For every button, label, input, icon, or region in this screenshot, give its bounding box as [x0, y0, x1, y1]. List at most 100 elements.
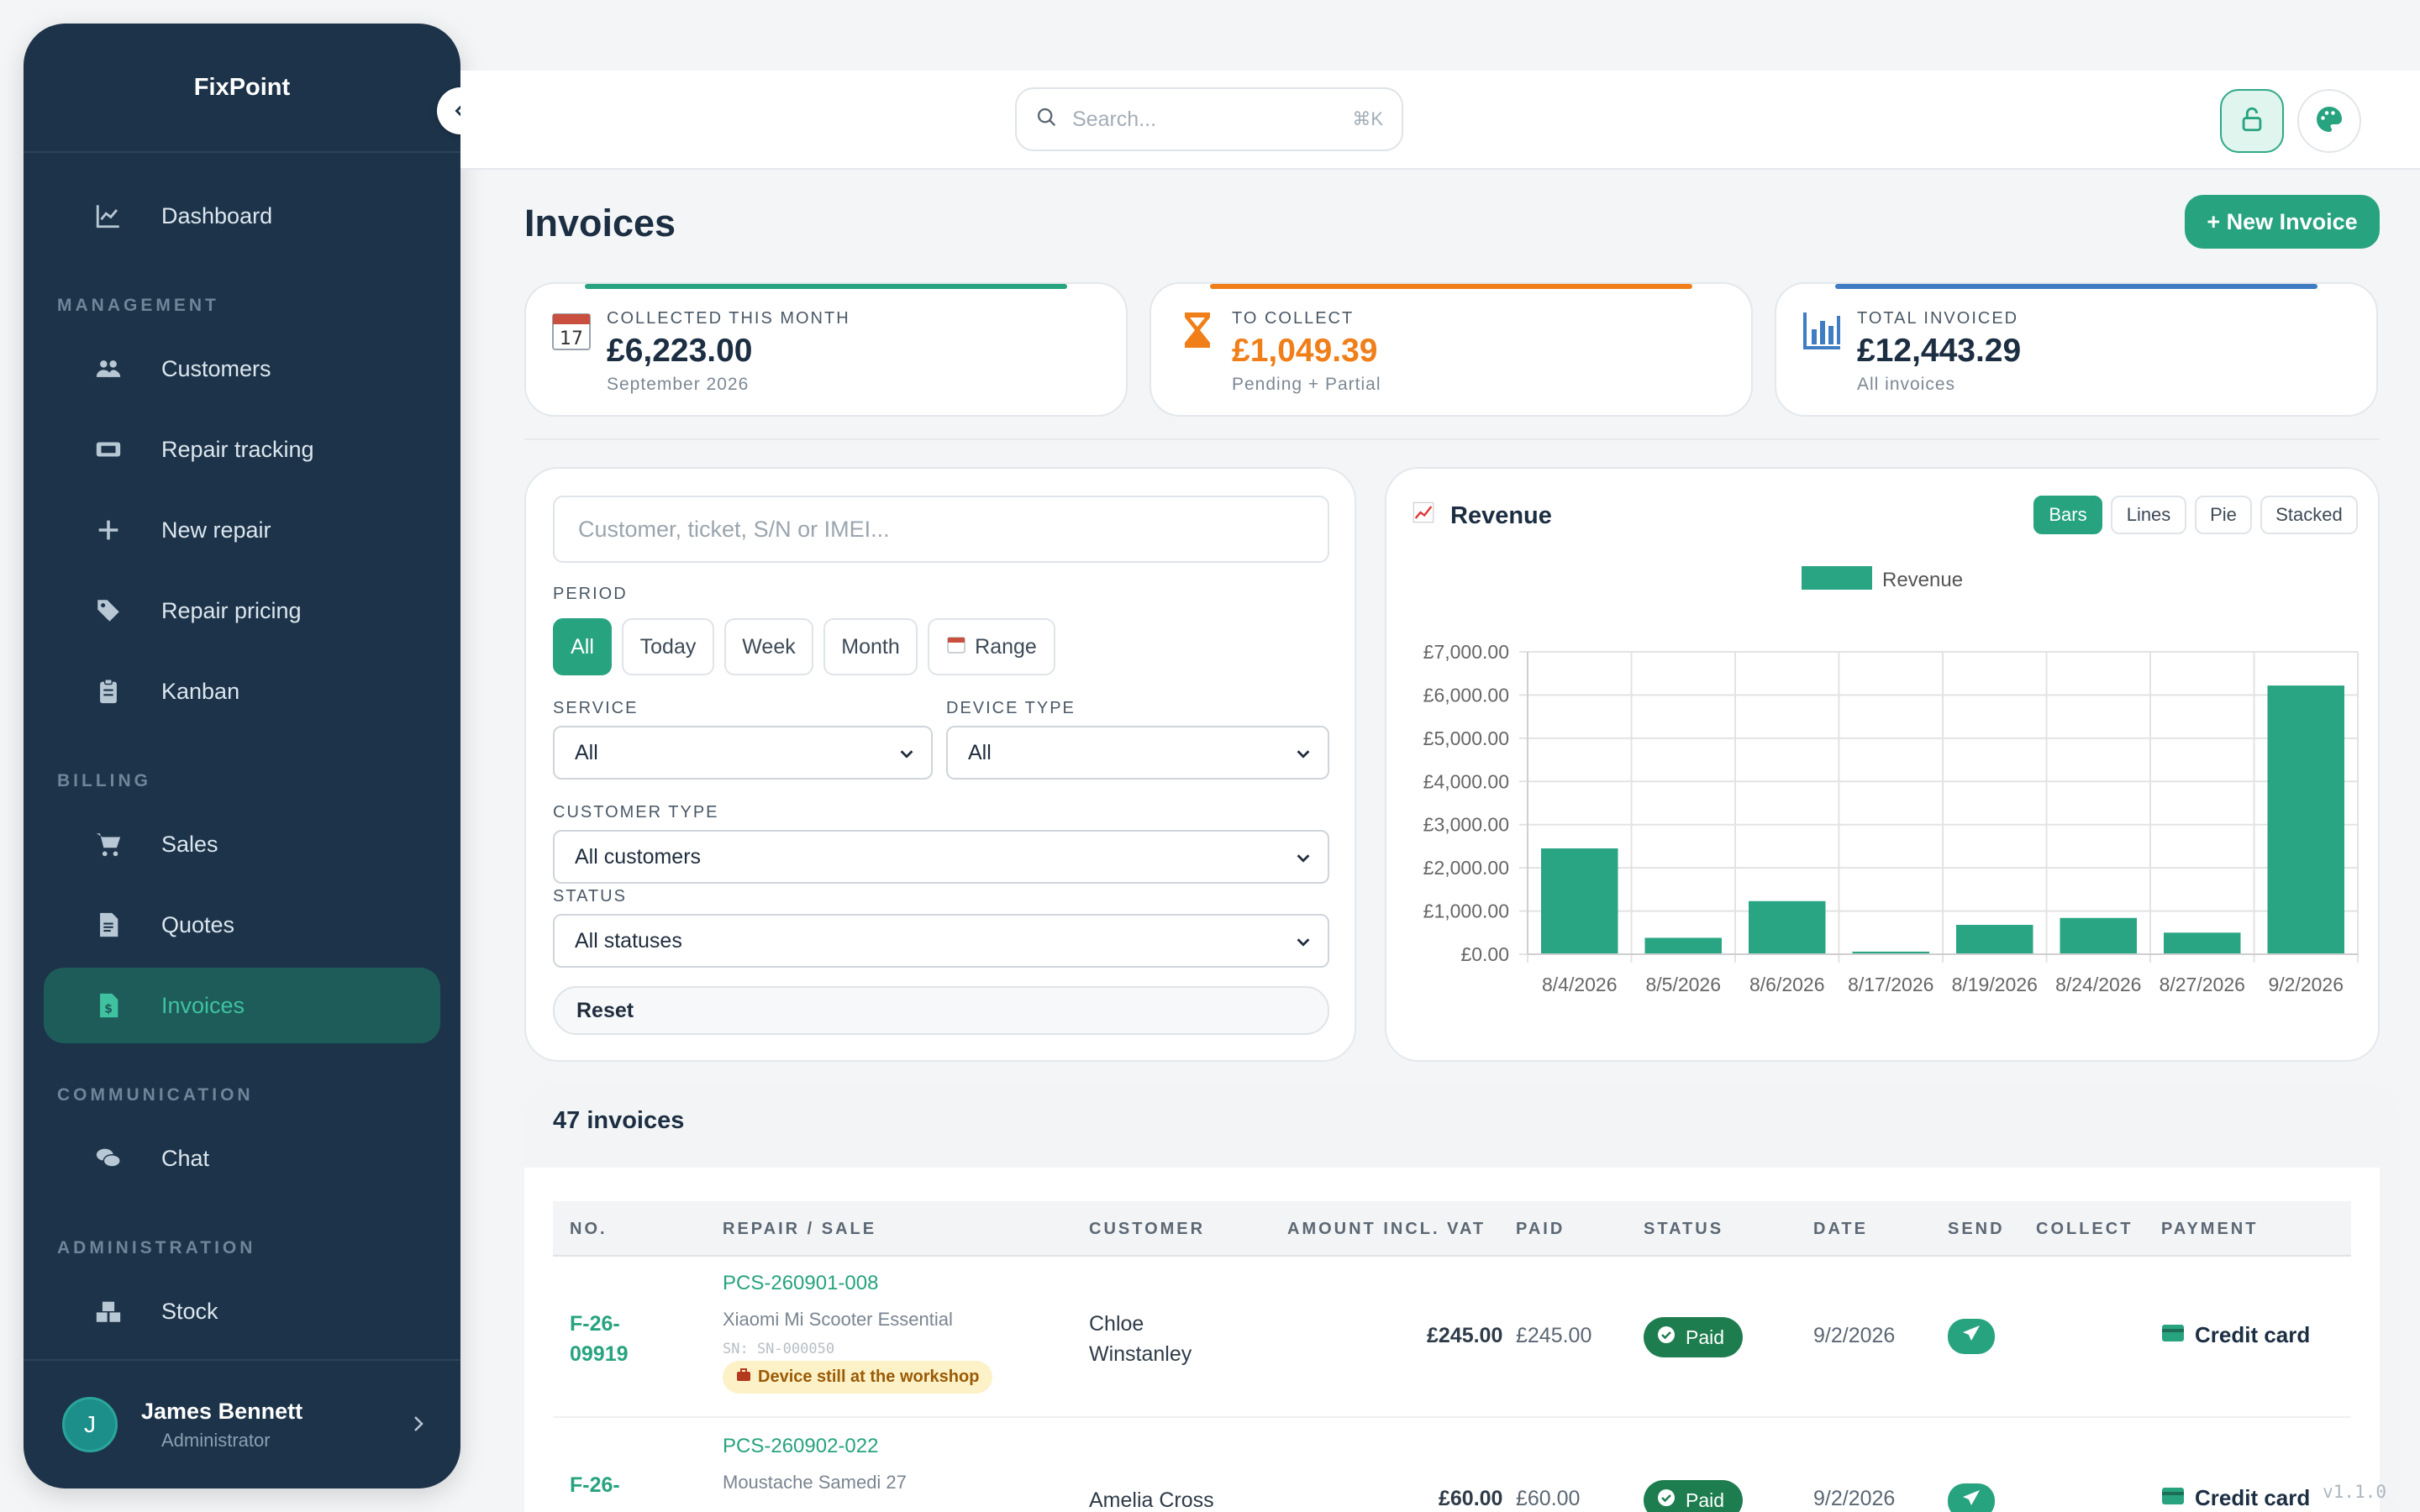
- svg-text:$: $: [104, 1003, 113, 1016]
- device-type-value: All: [968, 740, 992, 764]
- period-week[interactable]: Week: [724, 618, 813, 675]
- bar: [2164, 932, 2241, 954]
- x-tick-label: 8/24/2026: [2055, 974, 2141, 995]
- service-select[interactable]: All: [553, 726, 933, 780]
- stat-sub: Pending + Partial: [1232, 375, 1381, 394]
- user-profile[interactable]: J James Bennett Administrator: [24, 1359, 460, 1488]
- ticket-link[interactable]: PCS-260902-022: [723, 1435, 879, 1457]
- revenue-chart: Revenue £0.00 £1,000.00 £2,000.00 £3,000.00 £…: [1423, 566, 2359, 995]
- sidebar-item-invoices[interactable]: $ Invoices: [44, 968, 440, 1043]
- table-row[interactable]: F-26- PCS-260902-022 Moustache Samedi 27…: [553, 1420, 2351, 1512]
- chevron-down-icon: [1294, 932, 1313, 957]
- calendar-day: 17: [560, 328, 583, 349]
- status-select[interactable]: All statuses: [553, 914, 1329, 968]
- bar: [1644, 937, 1722, 954]
- sidebar-item-sales[interactable]: Sales: [44, 806, 440, 882]
- y-tick-label: £1,000.00: [1423, 900, 1509, 922]
- chart-trend-icon: [1412, 501, 1435, 531]
- stat-card-total-invoiced: TOTAL INVOICED £12,443.29 All invoices: [1775, 282, 2378, 417]
- ticket-link[interactable]: PCS-260901-008: [723, 1272, 879, 1294]
- stat-sub: All invoices: [1857, 375, 1956, 394]
- x-tick-label: 8/4/2026: [1542, 974, 1618, 995]
- paper-plane-icon: [1961, 1488, 1981, 1512]
- period-today[interactable]: Today: [622, 618, 714, 675]
- col-customer: CUSTOMER: [1089, 1220, 1206, 1238]
- new-invoice-button[interactable]: + New Invoice: [2185, 195, 2380, 249]
- plus-icon: [89, 511, 128, 549]
- period-all[interactable]: All: [553, 618, 612, 675]
- filter-search-input[interactable]: Customer, ticket, S/N or IMEI...: [553, 496, 1329, 563]
- version-label: v1.1.0: [2323, 1482, 2386, 1502]
- table-row[interactable]: F-26- 09919 PCS-260901-008 Xiaomi Mi Sco…: [553, 1258, 2351, 1418]
- y-tick-label: £7,000.00: [1423, 641, 1509, 663]
- send-button[interactable]: [1948, 1483, 1995, 1512]
- customer-name: Amelia Cross: [1089, 1488, 1214, 1512]
- amount: £60.00: [1439, 1487, 1503, 1510]
- divider: [524, 438, 2380, 440]
- col-date: DATE: [1813, 1220, 1868, 1238]
- stat-card-to-collect: TO COLLECT £1,049.39 Pending + Partial: [1150, 282, 1753, 417]
- bar: [2267, 685, 2344, 954]
- clipboard-icon: [89, 672, 128, 711]
- sidebar-item-quotes[interactable]: Quotes: [44, 887, 440, 963]
- chart-type-pie[interactable]: Pie: [2195, 496, 2252, 534]
- search-input[interactable]: Search... ⌘K: [1015, 87, 1403, 151]
- customer-name: Chloe Winstanley: [1089, 1312, 1192, 1366]
- stat-label: COLLECTED THIS MONTH: [607, 309, 850, 328]
- page-title: Invoices: [524, 202, 676, 244]
- sidebar-item-label: Invoices: [161, 992, 245, 1018]
- payment-method: Credit card: [2161, 1485, 2310, 1511]
- service-label: SERVICE: [553, 699, 639, 717]
- paid-amount: £245.00: [1516, 1324, 1592, 1347]
- customer-type-select[interactable]: All customers: [553, 830, 1329, 884]
- y-tick-label: £0.00: [1460, 943, 1509, 965]
- chart-type-stacked[interactable]: Stacked: [2260, 496, 2358, 534]
- chart-type-lines[interactable]: Lines: [2111, 496, 2186, 534]
- workshop-warning-badge: Device still at the workshop: [723, 1361, 993, 1394]
- y-tick-label: £2,000.00: [1423, 857, 1509, 879]
- sidebar-item-label: Sales: [161, 831, 218, 857]
- invoice-number[interactable]: F-26-: [570, 1473, 620, 1497]
- check-circle-icon: [1657, 1488, 1676, 1512]
- sidebar-item-stock[interactable]: Stock: [44, 1273, 440, 1349]
- bar: [1541, 848, 1618, 954]
- lock-button[interactable]: [2220, 89, 2284, 153]
- sidebar-item-dashboard[interactable]: Dashboard: [44, 178, 440, 254]
- bar: [2060, 917, 2137, 954]
- invoice-number[interactable]: F-26- 09919: [570, 1312, 629, 1366]
- x-tick-label: 8/6/2026: [1749, 974, 1825, 995]
- theme-button[interactable]: [2297, 89, 2361, 153]
- stat-sub: September 2026: [607, 375, 750, 394]
- col-send: SEND: [1948, 1220, 2005, 1238]
- stat-value: £6,223.00: [607, 333, 753, 369]
- sidebar-item-label: Chat: [161, 1145, 210, 1171]
- reset-button[interactable]: Reset: [553, 986, 1329, 1035]
- col-status: STATUS: [1644, 1220, 1724, 1238]
- bar: [1852, 951, 1929, 954]
- y-tick-label: £3,000.00: [1423, 814, 1509, 836]
- sidebar-item-repair-tracking[interactable]: Repair tracking: [44, 412, 440, 487]
- sidebar-item-label: Quotes: [161, 911, 235, 937]
- sidebar-item-new-repair[interactable]: New repair: [44, 492, 440, 568]
- send-button[interactable]: [1948, 1319, 1995, 1354]
- status-label: STATUS: [553, 887, 627, 906]
- line-chart-icon: [89, 197, 128, 235]
- period-range[interactable]: Range: [928, 618, 1055, 675]
- sidebar-item-customers[interactable]: Customers: [44, 331, 440, 407]
- invoice-icon: $: [89, 986, 128, 1025]
- stat-label: TOTAL INVOICED: [1857, 309, 2019, 328]
- device-type-select[interactable]: All: [946, 726, 1329, 780]
- chevron-down-icon: [1294, 744, 1313, 769]
- sidebar-item-kanban[interactable]: Kanban: [44, 654, 440, 729]
- paid-amount: £60.00: [1516, 1487, 1581, 1510]
- sidebar-item-repair-pricing[interactable]: Repair pricing: [44, 573, 440, 648]
- service-value: All: [575, 740, 598, 764]
- chart-title-text: Revenue: [1450, 501, 1552, 529]
- sidebar-item-label: Stock: [161, 1298, 218, 1324]
- sidebar-item-label: New repair: [161, 517, 271, 543]
- chart-type-bars[interactable]: Bars: [2033, 496, 2102, 534]
- sidebar-item-chat[interactable]: Chat: [44, 1121, 440, 1196]
- calendar-icon: [946, 634, 966, 660]
- x-tick-label: 8/17/2026: [1848, 974, 1933, 995]
- period-month[interactable]: Month: [823, 618, 918, 675]
